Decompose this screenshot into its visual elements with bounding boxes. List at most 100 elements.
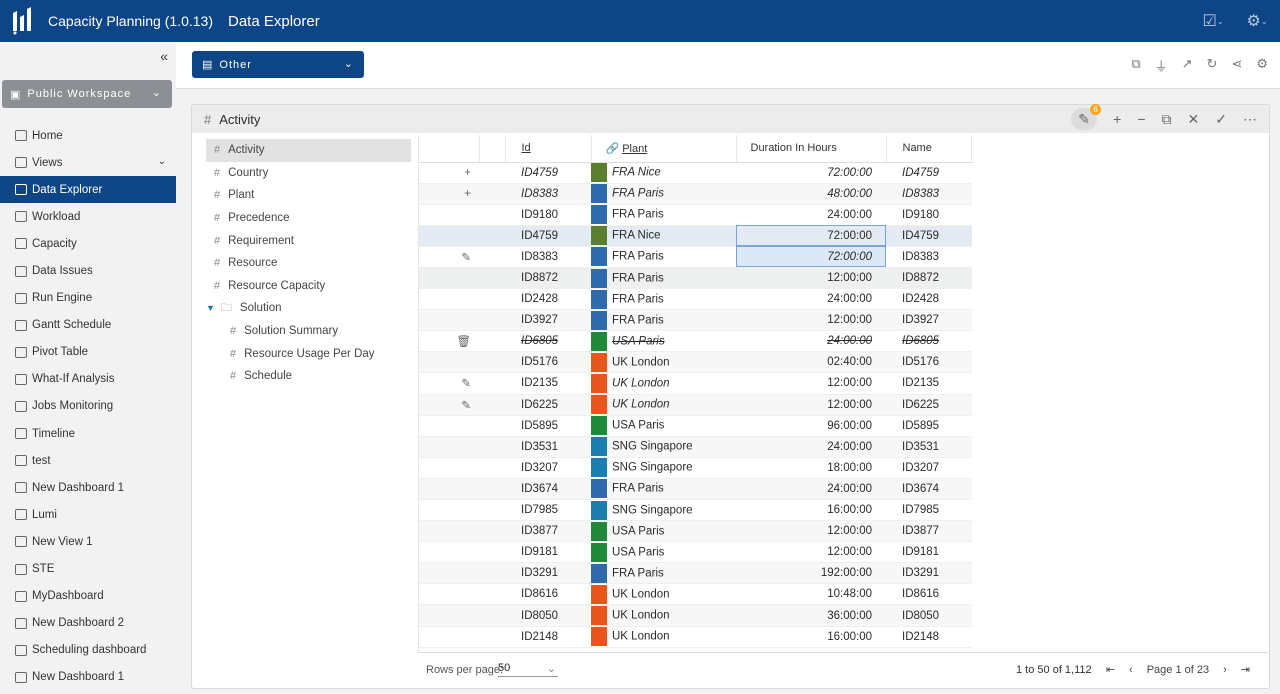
cell-name[interactable]: ID3531 xyxy=(886,436,971,458)
table-row[interactable]: ID5176 UK London 02:40:00 ID5176 xyxy=(419,351,972,374)
cell-name[interactable]: ID3207 xyxy=(886,457,971,479)
cell-duration[interactable]: 192:00:00 xyxy=(736,562,886,585)
nav-item-new-dashboard-2[interactable]: New Dashboard 2 xyxy=(0,610,176,637)
cell-duration[interactable]: 10:48:00 xyxy=(736,583,886,606)
tree-item-solution-summary[interactable]: # Solution Summary xyxy=(206,320,411,343)
row-select-cell[interactable] xyxy=(479,267,505,290)
first-page-icon[interactable]: ⇤ xyxy=(1105,664,1116,676)
cell-plant[interactable]: FRA Paris xyxy=(591,204,736,226)
cell-id[interactable]: ID4759 xyxy=(505,162,591,184)
cell-plant[interactable]: FRA Nice xyxy=(591,162,736,184)
nav-item-jobs-monitoring[interactable]: Jobs Monitoring xyxy=(0,393,176,420)
nav-item-mydashboard[interactable]: MyDashboard xyxy=(0,583,176,610)
row-select-cell[interactable] xyxy=(479,288,505,311)
next-page-icon[interactable]: › xyxy=(1223,663,1227,676)
nav-item-lumi[interactable]: Lumi xyxy=(0,501,176,528)
refresh-icon[interactable]: ↻ xyxy=(1206,56,1218,71)
cell-id[interactable]: ID2135 xyxy=(505,372,591,395)
cell-plant[interactable]: USA Paris xyxy=(591,330,736,353)
row-select-cell[interactable] xyxy=(479,394,505,416)
cell-name[interactable]: ID3674 xyxy=(886,478,971,501)
row-select-cell[interactable] xyxy=(479,372,505,395)
collapse-sidebar-icon[interactable]: « xyxy=(160,48,168,64)
nav-item-run-engine[interactable]: Run Engine xyxy=(0,285,176,312)
cell-plant[interactable]: FRA Paris xyxy=(591,267,736,290)
table-row[interactable]: ID9181 USA Paris 12:00:00 ID9181 xyxy=(419,541,972,564)
table-row[interactable]: ID9180 FRA Paris 24:00:00 ID9180 xyxy=(419,204,972,226)
cell-duration[interactable]: 24:00:00 xyxy=(736,330,886,353)
tree-item-plant[interactable]: # Plant xyxy=(206,184,411,207)
cell-duration[interactable]: 72:00:00 xyxy=(736,162,886,184)
cell-name[interactable]: ID4759 xyxy=(886,225,971,247)
cell-duration[interactable]: 24:00:00 xyxy=(736,436,886,458)
cell-name[interactable]: ID3927 xyxy=(886,309,971,332)
table-row[interactable]: ID3877 USA Paris 12:00:00 ID3877 xyxy=(419,520,972,543)
table-row[interactable]: ID2428 FRA Paris 24:00:00 ID2428 xyxy=(419,288,972,311)
row-action-icon[interactable]: + xyxy=(419,162,479,184)
cell-name[interactable]: ID7985 xyxy=(886,499,971,522)
tree-item-precedence[interactable]: # Precedence xyxy=(206,207,411,230)
nav-item-workload[interactable]: Workload xyxy=(0,203,176,230)
cell-name[interactable]: ID4759 xyxy=(886,162,971,184)
nav-item-data-issues[interactable]: Data Issues xyxy=(0,257,176,284)
remove-row-icon[interactable]: − xyxy=(1137,111,1146,127)
tree-item-requirement[interactable]: # Requirement xyxy=(206,229,411,252)
row-action-icon[interactable]: 🗑 xyxy=(419,330,479,353)
tree-item-country[interactable]: # Country xyxy=(206,162,411,185)
cell-duration[interactable]: 16:00:00 xyxy=(736,626,886,648)
cell-id[interactable]: ID3877 xyxy=(505,520,591,543)
row-action-icon[interactable]: + xyxy=(419,183,479,205)
cell-plant[interactable]: FRA Paris xyxy=(591,478,736,501)
cell-plant[interactable]: UK London xyxy=(591,351,736,374)
cell-id[interactable]: ID3927 xyxy=(505,309,591,332)
cell-id[interactable]: ID8050 xyxy=(505,604,591,627)
column-header-duration[interactable]: Duration In Hours xyxy=(735,135,886,163)
previous-page-icon[interactable]: ‹ xyxy=(1129,663,1133,676)
table-row[interactable]: ID5895 USA Paris 96:00:00 ID5895 xyxy=(419,415,972,437)
table-row[interactable]: ID2148 UK London 16:00:00 ID2148 xyxy=(419,626,972,648)
cell-duration[interactable]: 24:00:00 xyxy=(736,288,886,311)
cell-duration[interactable]: 24:00:00 xyxy=(736,478,886,501)
nav-item-ste[interactable]: STE xyxy=(0,556,176,583)
cell-duration[interactable]: 72:00:00 xyxy=(736,225,886,247)
cell-id[interactable]: ID3531 xyxy=(505,436,591,458)
cell-id[interactable]: ID9180 xyxy=(505,204,591,226)
last-page-icon[interactable]: ⇥ xyxy=(1240,664,1250,676)
cell-plant[interactable]: UK London xyxy=(591,626,736,648)
table-row[interactable]: ID3207 SNG Singapore 18:00:00 ID3207 xyxy=(419,457,972,479)
row-select-cell[interactable] xyxy=(479,626,505,648)
cell-name[interactable]: ID5895 xyxy=(886,415,971,437)
cell-id[interactable]: ID5895 xyxy=(505,415,591,437)
column-header-plant[interactable]: 🔗 Plant xyxy=(590,135,736,163)
row-select-cell[interactable] xyxy=(479,562,505,585)
cell-name[interactable]: ID6805 xyxy=(886,330,971,353)
cell-id[interactable]: ID5176 xyxy=(505,351,591,374)
cell-name[interactable]: ID8050 xyxy=(886,604,971,627)
cell-name[interactable]: ID8872 xyxy=(886,267,971,290)
cell-id[interactable]: ID8872 xyxy=(505,267,591,290)
cell-id[interactable]: ID3674 xyxy=(505,478,591,501)
workspace-select[interactable]: ▣ Public Workspace ⌄ xyxy=(2,80,172,108)
row-action-icon[interactable]: ✎ xyxy=(419,394,479,416)
column-header-name[interactable]: Name xyxy=(885,135,971,163)
row-select-cell[interactable] xyxy=(479,204,505,226)
cell-name[interactable]: ID8383 xyxy=(886,246,971,268)
cell-id[interactable]: ID3291 xyxy=(505,562,591,585)
nav-item-data-explorer[interactable]: Data Explorer xyxy=(0,176,176,204)
table-row[interactable]: + ID8383 FRA Paris 48:00:00 ID8383 xyxy=(419,183,972,205)
row-select-cell[interactable] xyxy=(479,499,505,522)
row-action-icon[interactable]: ✎ xyxy=(419,246,479,268)
nav-item-views[interactable]: Views ⌄ xyxy=(0,149,176,176)
nav-item-new-dashboard-1b[interactable]: New Dashboard 1 xyxy=(0,664,176,691)
cell-id[interactable]: ID9181 xyxy=(505,541,591,564)
table-row[interactable]: ID8050 UK London 36:00:00 ID8050 xyxy=(419,604,972,627)
cell-name[interactable]: ID2148 xyxy=(886,626,971,648)
nav-item-test[interactable]: test xyxy=(0,447,176,474)
cell-plant[interactable]: FRA Nice xyxy=(591,225,736,247)
cell-plant[interactable]: SNG Singapore xyxy=(591,457,736,479)
row-select-cell[interactable] xyxy=(479,246,505,268)
nav-item-new-dashboard-1[interactable]: New Dashboard 1 xyxy=(0,474,176,501)
cell-duration[interactable]: 48:00:00 xyxy=(736,183,886,205)
cell-id[interactable]: ID8616 xyxy=(505,583,591,606)
table-row[interactable]: ID4759 FRA Nice 72:00:00 ID4759 xyxy=(419,225,972,247)
